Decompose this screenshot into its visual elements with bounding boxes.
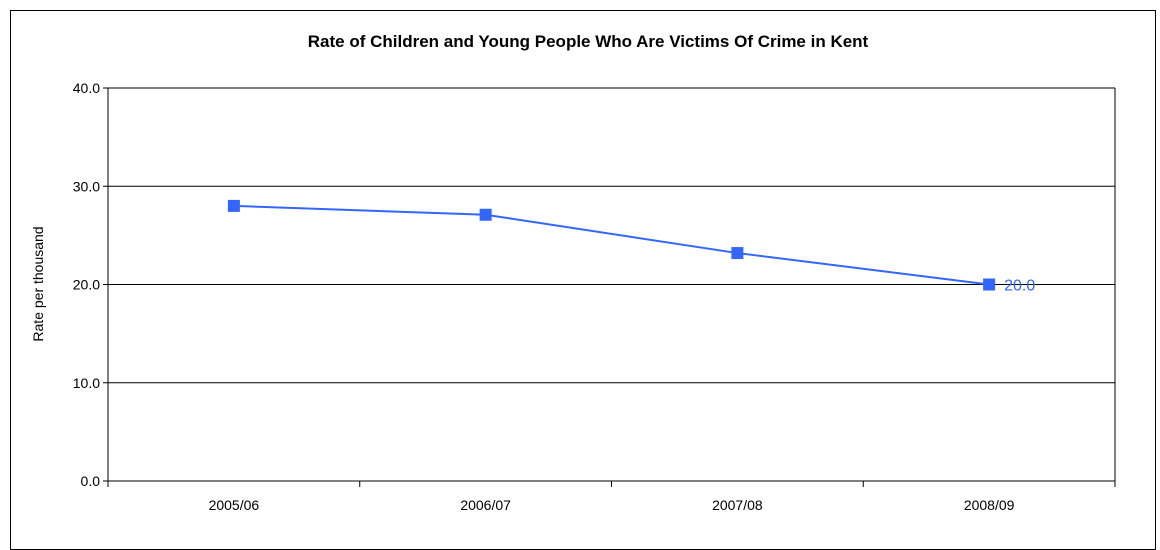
x-tick-label: 2006/07 xyxy=(460,497,511,513)
plot-area: 0.0 10.0 20.0 30.0 40.0 2005/06 2006/07 2007/08… xyxy=(73,80,1116,513)
y-tick-label: 0.0 xyxy=(81,473,101,489)
data-label: 20.0 xyxy=(1004,278,1035,295)
data-point-marker xyxy=(983,278,996,291)
line-chart: Rate of Children and Young People Who Ar… xyxy=(30,32,1116,513)
y-tick-label: 20.0 xyxy=(73,277,100,293)
series-line xyxy=(233,204,990,286)
y-tick-label: 10.0 xyxy=(73,375,100,391)
data-point-marker xyxy=(479,208,492,221)
chart-frame xyxy=(10,10,1156,550)
chart-title: Rate of Children and Young People Who Ar… xyxy=(308,32,869,51)
y-tick-label: 40.0 xyxy=(73,80,100,96)
data-point-marker xyxy=(227,199,240,212)
x-tick-label: 2008/09 xyxy=(964,497,1015,513)
x-tick-label: 2005/06 xyxy=(209,497,260,513)
y-axis-label: Rate per thousand xyxy=(30,226,46,341)
data-point-marker xyxy=(731,247,744,260)
y-tick-label: 30.0 xyxy=(73,178,100,194)
x-tick-label: 2007/08 xyxy=(712,497,763,513)
